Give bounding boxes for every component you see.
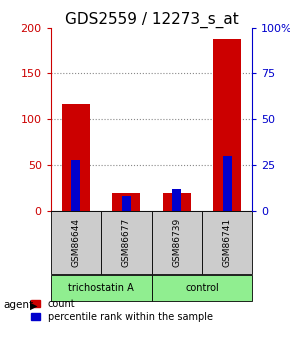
Bar: [213, 39, 241, 211]
Bar: [163, 193, 191, 211]
Legend: count, percentile rank within the sample: count, percentile rank within the sample: [31, 299, 213, 322]
Bar: [202, 211, 252, 274]
Text: agent: agent: [3, 300, 33, 310]
Title: GDS2559 / 12273_s_at: GDS2559 / 12273_s_at: [65, 11, 238, 28]
Text: ▶: ▶: [30, 300, 38, 310]
Bar: [222, 156, 232, 211]
Bar: [62, 104, 90, 211]
Bar: [113, 193, 140, 211]
Text: trichostatin A: trichostatin A: [68, 283, 134, 293]
Text: GSM86739: GSM86739: [172, 218, 181, 267]
Bar: [51, 211, 101, 274]
Bar: [152, 211, 202, 274]
Text: GSM86644: GSM86644: [71, 218, 80, 267]
Text: control: control: [185, 283, 219, 293]
Bar: [51, 275, 152, 301]
Bar: [101, 211, 152, 274]
Bar: [172, 189, 181, 211]
Text: GSM86677: GSM86677: [122, 218, 131, 267]
Bar: [122, 196, 131, 211]
Bar: [152, 275, 252, 301]
Text: GSM86741: GSM86741: [223, 218, 232, 267]
Bar: [71, 160, 81, 211]
